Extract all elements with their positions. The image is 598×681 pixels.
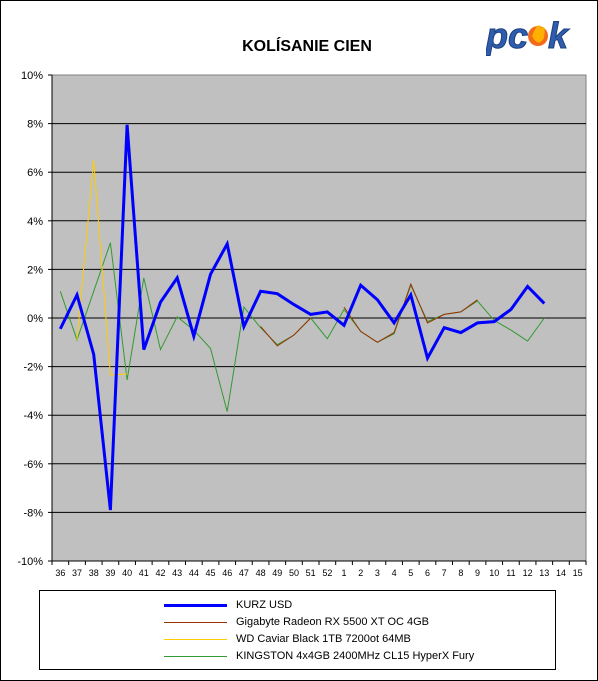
legend-label: WD Caviar Black 1TB 7200ot 64MB <box>236 633 411 645</box>
y-tick-label: -10% <box>17 556 43 568</box>
x-tick-label: 40 <box>122 568 132 578</box>
y-tick-label: 8% <box>27 119 43 131</box>
x-tick-label: 8 <box>458 568 463 578</box>
legend-swatch <box>164 603 227 607</box>
x-tick-label: 4 <box>392 568 397 578</box>
y-tick-label: -2% <box>23 362 43 374</box>
legend-swatch <box>164 655 227 657</box>
x-tick-label: 12 <box>523 568 533 578</box>
x-tick-label: 49 <box>272 568 282 578</box>
y-tick-label: 0% <box>27 313 43 325</box>
y-tick-label: -8% <box>23 507 43 519</box>
x-tick-label: 7 <box>442 568 447 578</box>
x-tick-label: 9 <box>475 568 480 578</box>
x-tick-label: 6 <box>425 568 430 578</box>
x-tick-label: 3 <box>375 568 380 578</box>
series-line-gigabyte-radeon-rx-5500-xt-oc-4gb <box>260 317 312 347</box>
y-tick-label: -4% <box>23 410 43 422</box>
x-tick-label: 37 <box>72 568 82 578</box>
legend-swatch <box>164 638 227 640</box>
y-tick-label: 4% <box>27 216 43 228</box>
pcsk-logo: pc k <box>486 15 571 57</box>
x-tick-label: 15 <box>573 568 583 578</box>
x-tick-label: 43 <box>172 568 182 578</box>
y-tick-label: 2% <box>27 264 43 276</box>
x-tick-label: 51 <box>306 568 316 578</box>
x-tick-label: 47 <box>239 568 249 578</box>
chart-title: KOLÍSANIE CIEN <box>242 36 372 55</box>
pcsk-logo-lettering: pc <box>486 15 528 56</box>
y-axis: 10% 8% 6% 4% 2% 0% -2% -4% -6% -8% -10% <box>17 70 53 568</box>
legend-label: KURZ USD <box>236 599 293 611</box>
y-tick-label: 10% <box>21 70 43 82</box>
x-tick-label: 14 <box>556 568 566 578</box>
series-line-kurz-usd <box>58 124 546 511</box>
x-tick-label: 44 <box>189 568 199 578</box>
x-tick-label: 13 <box>539 568 549 578</box>
x-tick-label: 10 <box>489 568 499 578</box>
x-tick-label: 11 <box>506 568 515 578</box>
x-tick-label: 50 <box>289 568 299 578</box>
series-layer <box>58 124 546 511</box>
legend-swatch <box>164 621 227 623</box>
series-line-gigabyte-radeon-rx-5500-xt-oc-4gb <box>343 282 478 343</box>
y-tick-label: -6% <box>23 459 43 471</box>
x-tick-label: 46 <box>222 568 232 578</box>
x-tick-label: 1 <box>342 568 347 578</box>
svg-text:k: k <box>548 15 570 56</box>
y-tick-label: 6% <box>27 167 43 179</box>
legend-label: KINGSTON 4x4GB 2400MHz CL15 HyperX Fury <box>236 650 475 662</box>
x-tick-label: 41 <box>139 568 149 578</box>
legend: KURZ USD Gigabyte Radeon RX 5500 XT OC 4… <box>39 590 556 670</box>
x-tick-label: 5 <box>408 568 413 578</box>
x-tick-label: 48 <box>256 568 266 578</box>
x-tick-label: 2 <box>358 568 363 578</box>
line-chart: KOLÍSANIE CIEN 10% 8% 6% 4% 2% 0% -2% -4% -6% -8%… <box>17 36 587 578</box>
x-tick-label: 45 <box>206 568 216 578</box>
x-tick-label: 36 <box>55 568 65 578</box>
x-tick-label: 52 <box>322 568 332 578</box>
series-line-wd-caviar-black-1tb-7200ot-64mb <box>76 160 128 376</box>
x-tick-label: 39 <box>105 568 115 578</box>
x-tick-label: 42 <box>155 568 165 578</box>
x-tick-label: 38 <box>89 568 99 578</box>
x-axis: 36 37 38 39 40 41 42 43 44 45 46 47 48 49 50 51 52 1 2 3 4 5 6… <box>51 560 587 578</box>
legend-label: Gigabyte Radeon RX 5500 XT OC 4GB <box>236 616 430 628</box>
